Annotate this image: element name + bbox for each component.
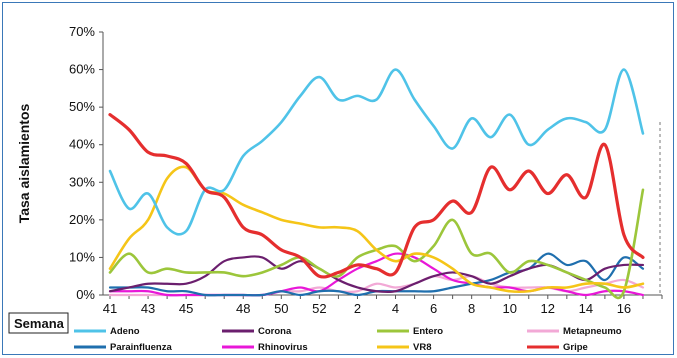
legend-entry-parainfluenza: Parainfluenza: [74, 342, 172, 353]
legend-entry-entero: Entero: [377, 326, 443, 337]
x-tick-label: 45: [179, 301, 193, 316]
y-tick-label: 0%: [76, 287, 95, 302]
legend-entry-corona: Corona: [222, 326, 292, 337]
legend-label: Gripe: [563, 342, 588, 353]
legend-label: Parainfluenza: [110, 342, 172, 353]
legend-label: Adeno: [110, 326, 140, 337]
x-tick-label: 50: [274, 301, 288, 316]
x-tick-label: 4: [392, 301, 399, 316]
x-axis-title-box: [8, 312, 69, 334]
x-tick-label: 14: [579, 301, 593, 316]
y-tick-label: 60%: [69, 62, 95, 77]
x-tick-label: 16: [617, 301, 631, 316]
series-line-parainfluenza: [108, 252, 645, 297]
x-tick-label: 41: [103, 301, 117, 316]
legend-label: Entero: [413, 326, 443, 337]
x-tick-label: 6: [430, 301, 437, 316]
x-tick-label: 48: [236, 301, 250, 316]
legend-entry-metapneumo: Metapneumo: [527, 326, 622, 337]
x-tick-label: 2: [354, 301, 361, 316]
legend-label: Corona: [258, 326, 292, 337]
x-tick-label: 12: [541, 301, 555, 316]
legend-label: Rhinovirus: [258, 342, 308, 353]
y-tick-label: 70%: [69, 24, 95, 39]
legend-entry-rhinovirus: Rhinovirus: [222, 342, 308, 353]
series-line-adeno: [108, 68, 645, 236]
legend-label: VR8: [413, 342, 431, 353]
legend-entry-vr8: VR8: [377, 342, 431, 353]
series-line-rhinovirus: [108, 252, 645, 297]
y-axis-title: Tasa aislamientos: [16, 104, 32, 224]
legend-entry-gripe: Gripe: [527, 342, 588, 353]
y-tick-label: 50%: [69, 99, 95, 114]
x-tick-label: 8: [468, 301, 475, 316]
y-tick-label: 10%: [69, 249, 95, 264]
x-tick-label: 52: [312, 301, 326, 316]
legend-entry-adeno: Adeno: [74, 326, 140, 337]
x-tick-label: 10: [502, 301, 516, 316]
legend-label: Metapneumo: [563, 326, 622, 337]
y-tick-label: 30%: [69, 174, 95, 189]
x-axis-title: Semana: [14, 316, 65, 331]
series-line-gripe: [108, 113, 645, 279]
x-tick-label: 43: [141, 301, 155, 316]
y-tick-label: 40%: [69, 137, 95, 152]
y-tick-label: 20%: [69, 212, 95, 227]
